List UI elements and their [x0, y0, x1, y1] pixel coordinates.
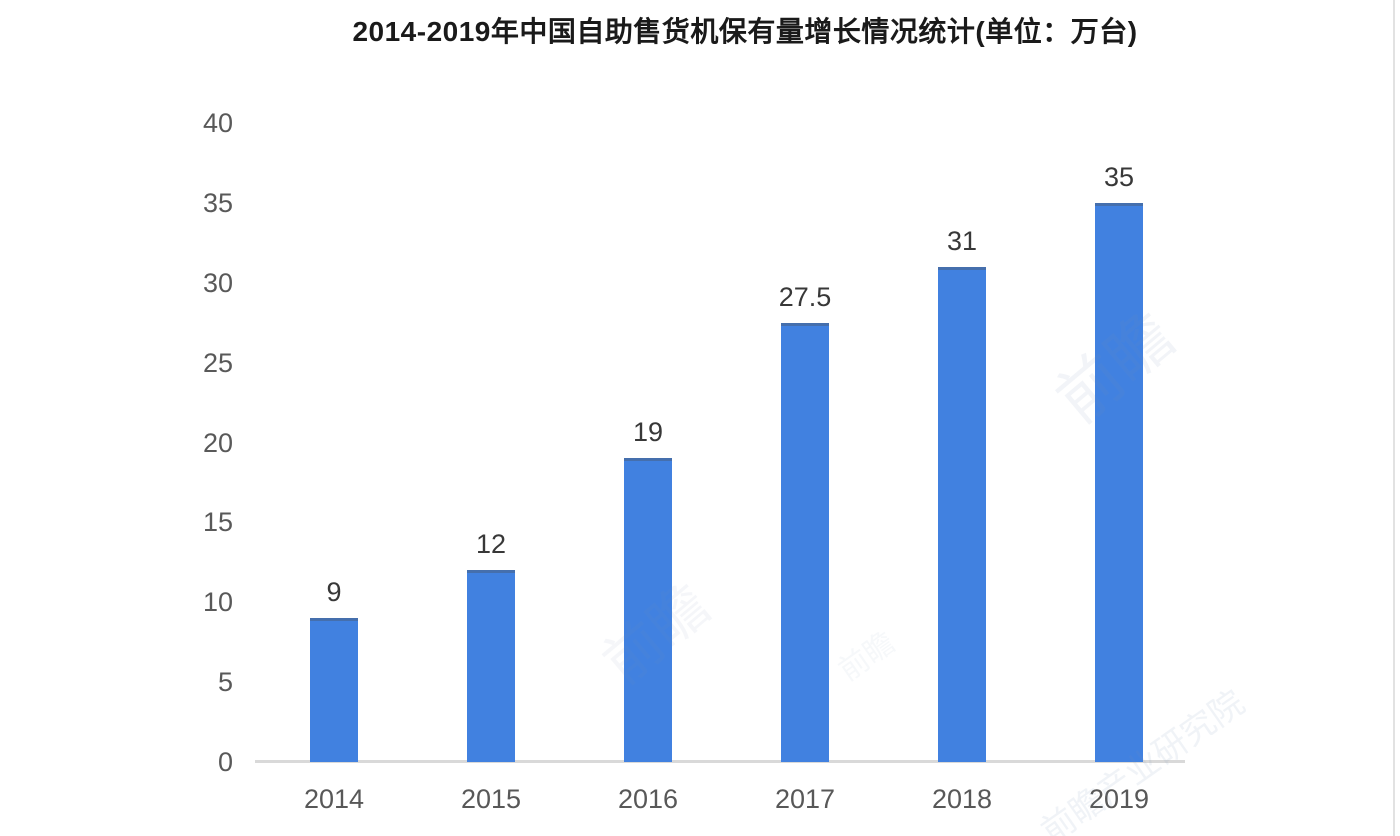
x-axis-line	[255, 760, 1185, 763]
bar-2017	[781, 322, 829, 762]
bar-value-label: 35	[1103, 161, 1135, 192]
x-tick-label: 2016	[617, 784, 679, 814]
bar-2016	[624, 458, 672, 762]
y-tick-label: 5	[217, 667, 233, 698]
y-tick-label: 10	[202, 587, 233, 618]
bar-2014	[310, 618, 358, 762]
x-tick-label: 2014	[303, 784, 365, 814]
y-axis: 0 5 10 15 20 25 30 35 40	[0, 0, 233, 836]
y-tick-label: 40	[202, 108, 233, 138]
chart-title: 2014-2019年中国自助售货机保有量增长情况统计(单位：万台)	[352, 16, 1138, 47]
bar-2015	[467, 570, 515, 762]
y-tick-label: 20	[202, 427, 233, 458]
x-tick-label: 2017	[774, 784, 836, 814]
bar-value-label: 27.5	[778, 281, 832, 312]
bar-value-label: 19	[632, 417, 664, 448]
bar-value-label: 9	[326, 577, 342, 608]
y-tick-label: 15	[202, 507, 233, 538]
x-tick-label: 2018	[931, 784, 993, 814]
x-tick-label: 2015	[460, 784, 522, 814]
x-tick-label: 2019	[1088, 784, 1150, 814]
bar-2018	[938, 266, 986, 762]
y-tick-label: 0	[217, 747, 233, 777]
bar-value-label: 12	[475, 529, 507, 560]
y-tick-label: 30	[202, 267, 233, 298]
y-tick-label: 25	[202, 347, 233, 378]
bar-value-label: 31	[946, 225, 978, 256]
right-edge-divider	[1393, 0, 1395, 836]
bar-2019	[1095, 202, 1143, 762]
y-tick-label: 35	[202, 187, 233, 218]
